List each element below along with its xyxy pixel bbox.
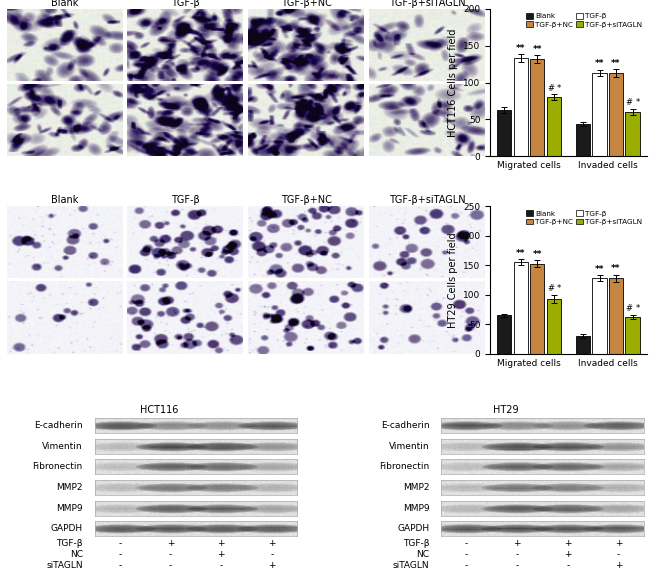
Text: +: +: [514, 539, 521, 548]
Text: **: **: [611, 264, 621, 273]
Text: **: **: [595, 265, 604, 274]
Bar: [530, 264, 545, 354]
Y-axis label: HCT116 Cells per field: HCT116 Cells per field: [448, 28, 458, 137]
Text: -: -: [118, 539, 122, 548]
Text: NC: NC: [70, 550, 83, 559]
Text: siTAGLN: siTAGLN: [46, 561, 83, 570]
Text: **: **: [532, 250, 542, 259]
Bar: [576, 124, 590, 156]
Bar: [592, 278, 606, 354]
Text: MMP2: MMP2: [57, 483, 83, 492]
Text: GAPDH: GAPDH: [397, 525, 430, 533]
Bar: [514, 262, 528, 354]
Text: -: -: [566, 561, 569, 570]
Title: TGF-β+siTAGLN: TGF-β+siTAGLN: [389, 0, 465, 8]
Bar: [609, 278, 623, 354]
Y-axis label: HT29 Cells per field: HT29 Cells per field: [448, 232, 458, 328]
Text: -: -: [118, 550, 122, 559]
Text: TGF-β: TGF-β: [403, 539, 430, 548]
Text: siTAGLN: siTAGLN: [393, 561, 430, 570]
Text: Vimentin: Vimentin: [42, 442, 83, 450]
Text: Fibronectin: Fibronectin: [32, 463, 83, 471]
Text: -: -: [270, 550, 274, 559]
Title: Blank: Blank: [51, 0, 78, 8]
Text: #: #: [625, 304, 632, 313]
Text: -: -: [465, 539, 468, 548]
Title: TGF-β+NC: TGF-β+NC: [281, 0, 332, 8]
Text: MMP9: MMP9: [57, 504, 83, 513]
Bar: [625, 317, 640, 354]
Text: *: *: [636, 98, 640, 108]
Text: +: +: [564, 539, 571, 548]
Bar: [514, 58, 528, 156]
Text: **: **: [595, 59, 604, 68]
Text: +: +: [218, 550, 225, 559]
Text: *: *: [636, 304, 640, 313]
Bar: [609, 73, 623, 156]
Text: TGF-β: TGF-β: [57, 539, 83, 548]
Text: -: -: [118, 561, 122, 570]
Title: TGF-β: TGF-β: [171, 0, 200, 8]
Text: E-cadherin: E-cadherin: [381, 421, 430, 430]
Text: -: -: [617, 550, 620, 559]
Text: -: -: [169, 550, 172, 559]
Text: +: +: [615, 539, 622, 548]
Bar: [530, 59, 545, 156]
Text: NC: NC: [417, 550, 430, 559]
Text: +: +: [615, 561, 622, 570]
Text: +: +: [564, 550, 571, 559]
Text: HCT116: HCT116: [140, 405, 178, 415]
Text: **: **: [611, 58, 621, 68]
Text: Fibronectin: Fibronectin: [379, 463, 430, 471]
Text: -: -: [515, 561, 519, 570]
Title: TGF-β+siTAGLN: TGF-β+siTAGLN: [389, 195, 465, 205]
Bar: [547, 97, 561, 156]
Text: HT29: HT29: [493, 405, 519, 415]
Text: +: +: [268, 561, 276, 570]
Bar: [625, 112, 640, 156]
Text: -: -: [465, 561, 468, 570]
Title: TGF-β: TGF-β: [171, 195, 200, 205]
Bar: [576, 336, 590, 354]
Text: #: #: [547, 83, 554, 93]
Text: **: **: [516, 44, 526, 53]
Text: -: -: [515, 550, 519, 559]
Text: +: +: [218, 539, 225, 548]
Text: +: +: [268, 539, 276, 548]
Bar: [497, 110, 512, 156]
Text: -: -: [169, 561, 172, 570]
Text: **: **: [532, 45, 542, 53]
Bar: [497, 316, 512, 354]
Text: -: -: [465, 550, 468, 559]
Text: MMP9: MMP9: [403, 504, 430, 513]
Text: *: *: [557, 284, 562, 293]
Bar: [547, 299, 561, 354]
Text: #: #: [625, 98, 632, 108]
Text: +: +: [167, 539, 174, 548]
Title: Blank: Blank: [51, 195, 78, 205]
Text: MMP2: MMP2: [403, 483, 430, 492]
Text: GAPDH: GAPDH: [51, 525, 83, 533]
Text: *: *: [557, 83, 562, 93]
Title: TGF-β+NC: TGF-β+NC: [281, 195, 332, 205]
Text: Vimentin: Vimentin: [389, 442, 430, 450]
Bar: [592, 73, 606, 156]
Legend: Blank, TGF-β+NC, TGF-β, TGF-β+siTAGLN: Blank, TGF-β+NC, TGF-β, TGF-β+siTAGLN: [525, 12, 643, 28]
Text: **: **: [516, 248, 526, 258]
Text: #: #: [547, 284, 554, 293]
Text: E-cadherin: E-cadherin: [34, 421, 83, 430]
Legend: Blank, TGF-β+NC, TGF-β, TGF-β+siTAGLN: Blank, TGF-β+NC, TGF-β, TGF-β+siTAGLN: [525, 210, 643, 226]
Text: -: -: [220, 561, 223, 570]
